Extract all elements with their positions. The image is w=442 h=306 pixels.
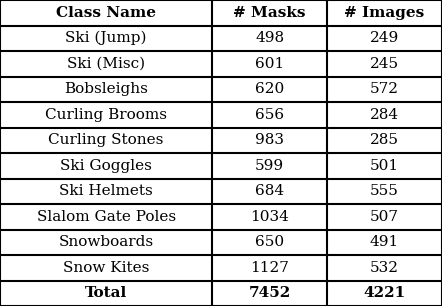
Text: 501: 501 xyxy=(370,159,399,173)
Text: 249: 249 xyxy=(370,31,399,45)
Text: 1127: 1127 xyxy=(250,261,289,275)
Text: 7452: 7452 xyxy=(248,286,291,300)
Text: 491: 491 xyxy=(370,235,399,249)
Text: # Images: # Images xyxy=(344,6,425,20)
Text: 601: 601 xyxy=(255,57,284,71)
Text: 983: 983 xyxy=(255,133,284,147)
Text: Ski (Jump): Ski (Jump) xyxy=(65,31,147,46)
Text: 285: 285 xyxy=(370,133,399,147)
Text: 555: 555 xyxy=(370,184,399,198)
Text: Bobsleighs: Bobsleighs xyxy=(64,82,148,96)
Text: Ski Goggles: Ski Goggles xyxy=(60,159,152,173)
Text: 245: 245 xyxy=(370,57,399,71)
Text: Snow Kites: Snow Kites xyxy=(63,261,149,275)
Text: 599: 599 xyxy=(255,159,284,173)
Text: 620: 620 xyxy=(255,82,284,96)
Text: Total: Total xyxy=(85,286,127,300)
Text: 656: 656 xyxy=(255,108,284,122)
Text: Class Name: Class Name xyxy=(56,6,156,20)
Text: Slalom Gate Poles: Slalom Gate Poles xyxy=(37,210,175,224)
Text: 498: 498 xyxy=(255,31,284,45)
Text: Ski (Misc): Ski (Misc) xyxy=(67,57,145,71)
Text: 532: 532 xyxy=(370,261,399,275)
Text: 1034: 1034 xyxy=(250,210,289,224)
Text: 4221: 4221 xyxy=(363,286,406,300)
Text: Snowboards: Snowboards xyxy=(58,235,154,249)
Text: Curling Brooms: Curling Brooms xyxy=(45,108,167,122)
Text: 507: 507 xyxy=(370,210,399,224)
Text: 572: 572 xyxy=(370,82,399,96)
Text: 284: 284 xyxy=(370,108,399,122)
Text: Ski Helmets: Ski Helmets xyxy=(59,184,153,198)
Text: 684: 684 xyxy=(255,184,284,198)
Text: Curling Stones: Curling Stones xyxy=(48,133,164,147)
Text: # Masks: # Masks xyxy=(233,6,306,20)
Text: 650: 650 xyxy=(255,235,284,249)
